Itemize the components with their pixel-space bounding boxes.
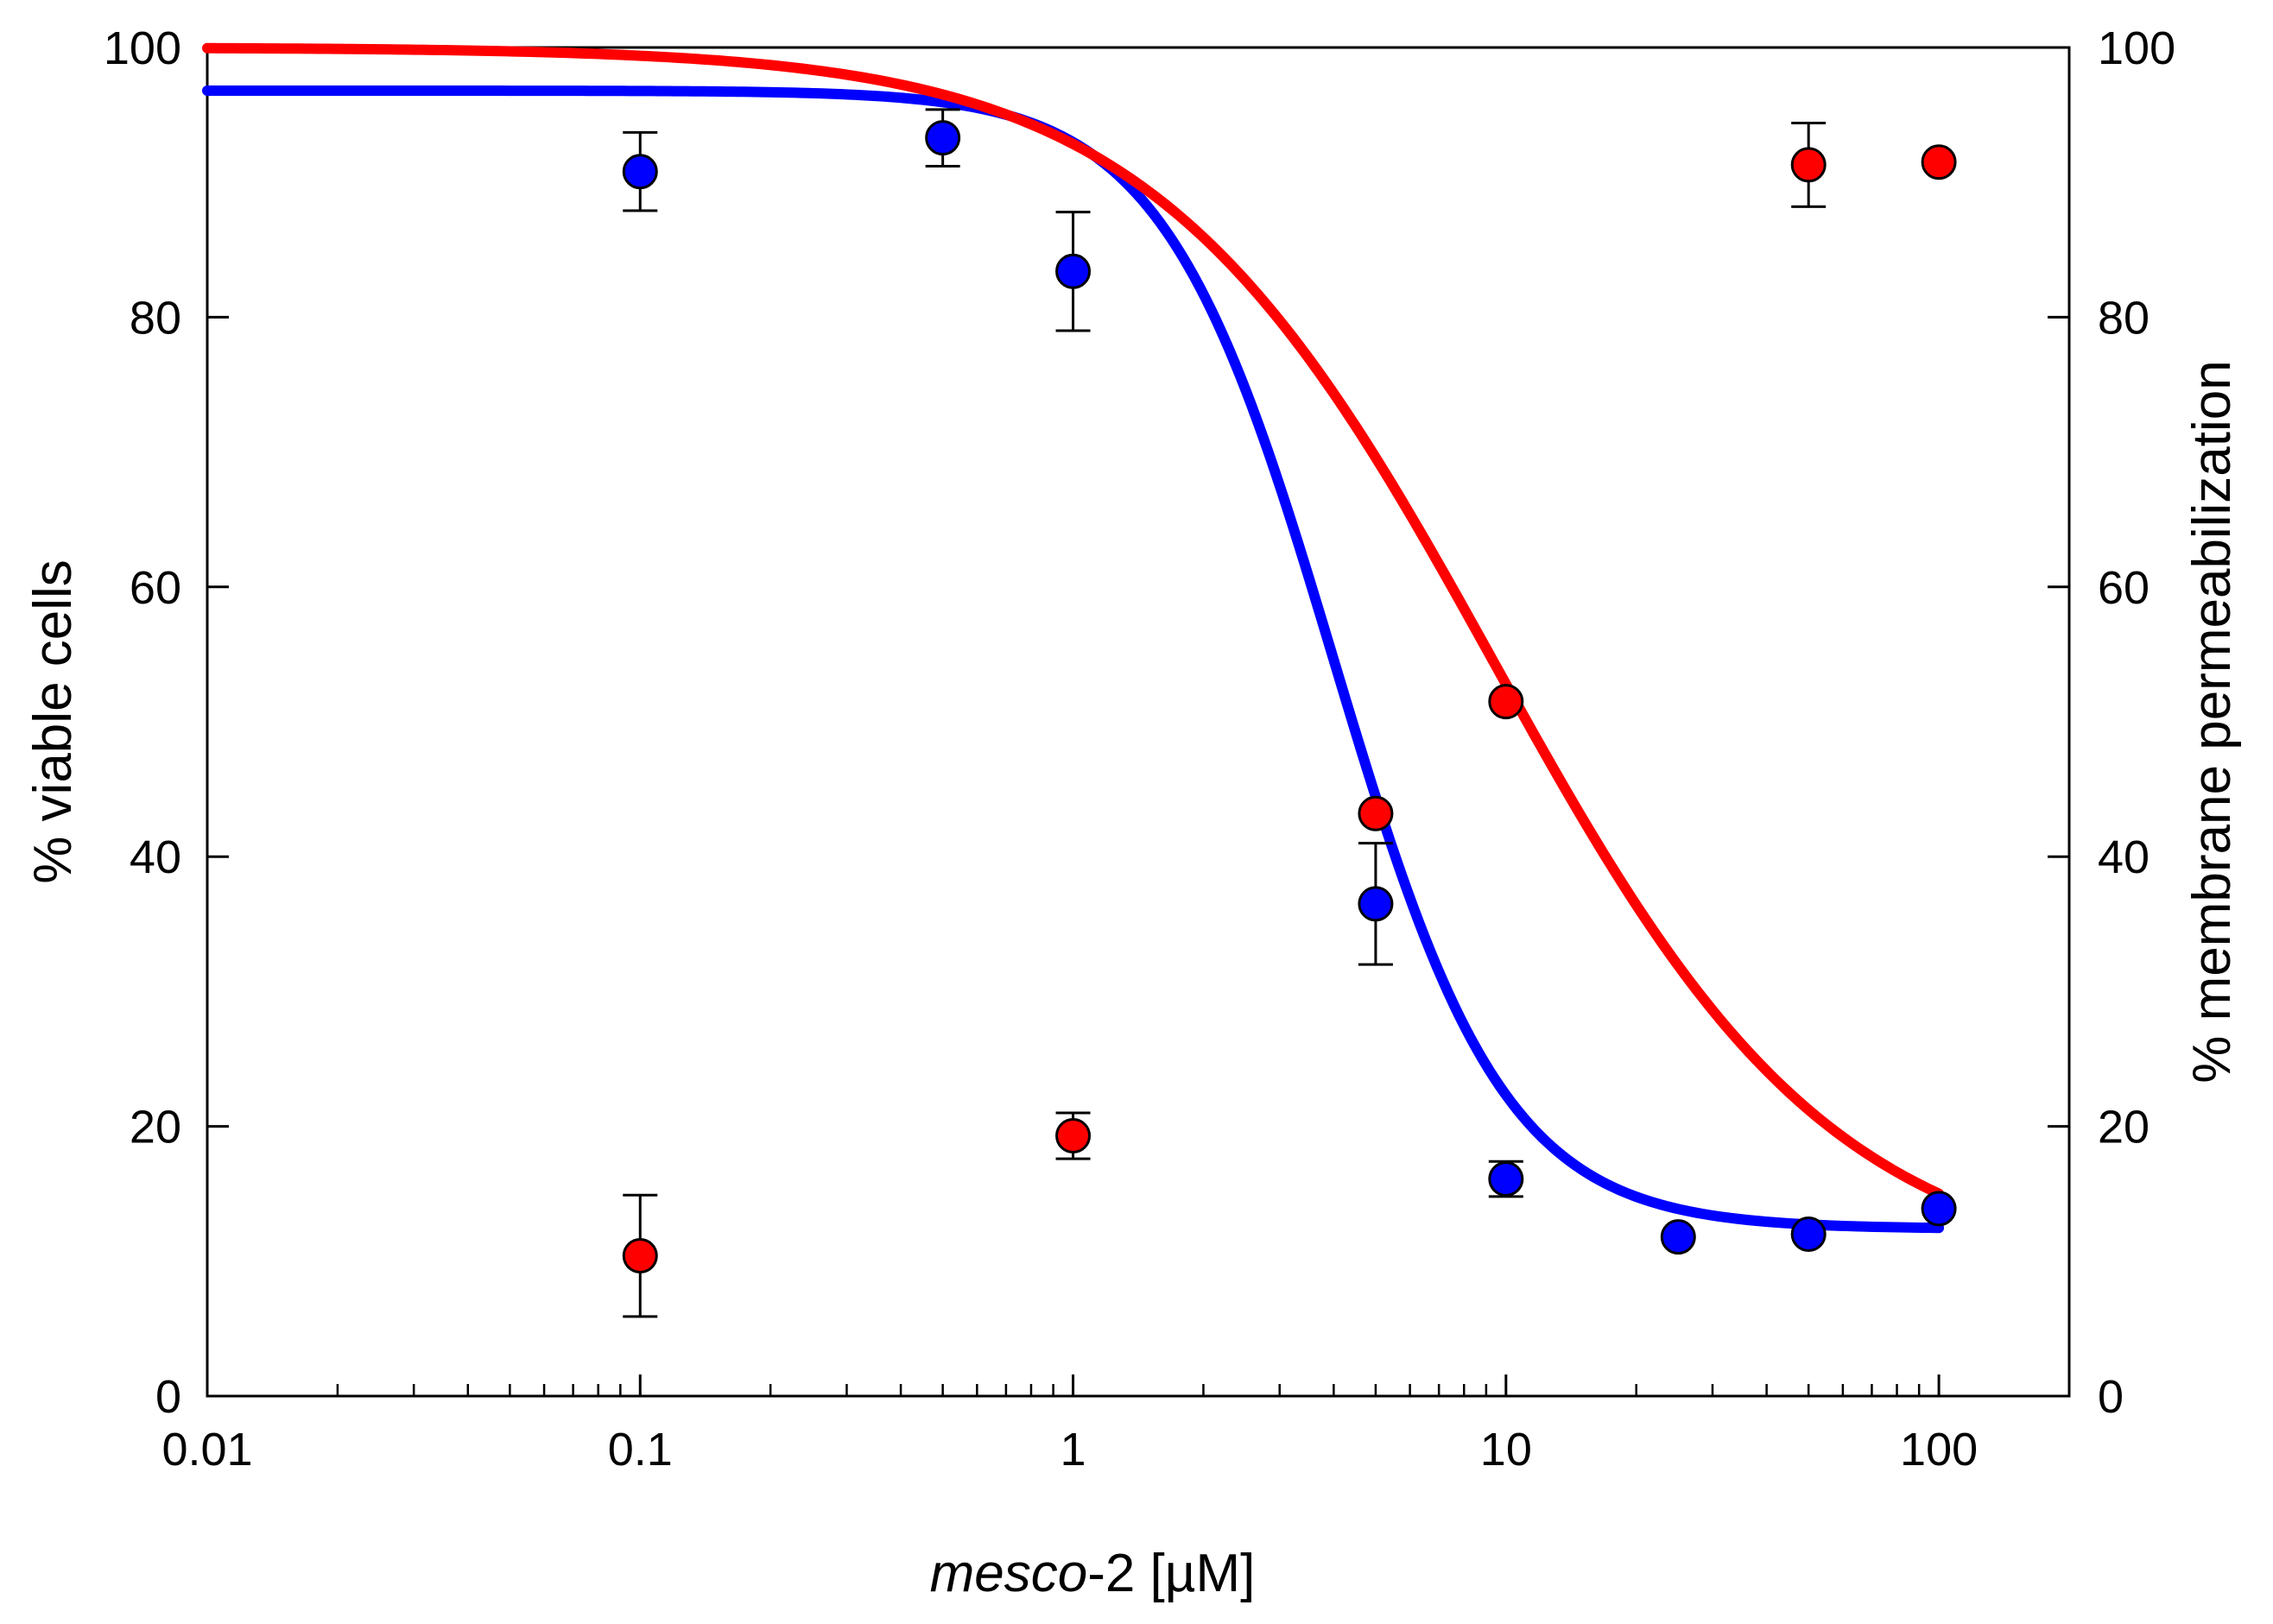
viability-point — [925, 120, 961, 156]
permeabilization-fit-line — [202, 42, 1945, 1199]
y-tick-label: 80 — [130, 292, 181, 344]
viability-point — [1790, 1216, 1827, 1253]
y-tick-label: 0 — [155, 1371, 181, 1423]
x-axis-title: mesco-2 [µM] — [930, 1544, 1256, 1603]
x-tick-label: 0.1 — [608, 1424, 673, 1476]
permeabilization-point — [1358, 795, 1394, 831]
x-tick-label: 100 — [1900, 1424, 1978, 1476]
x-tick-label: 1 — [1061, 1424, 1086, 1476]
viability-point — [1660, 1219, 1696, 1255]
y2-tick-label: 40 — [2098, 831, 2150, 883]
y-axis-title-right: % membrane permeabilization — [2182, 360, 2242, 1083]
x-minor-ticks — [336, 1384, 1921, 1396]
y2-tick-label: 60 — [2098, 562, 2150, 614]
y2-tick-label: 80 — [2098, 292, 2150, 344]
viability-point — [1055, 253, 1092, 289]
y-axis-left: 0 20 40 60 80 100 — [104, 22, 229, 1423]
y2-tick-label: 0 — [2098, 1371, 2124, 1423]
x-tick-label: 0.01 — [161, 1424, 252, 1476]
error-bars — [623, 108, 1827, 1318]
y2-tick-label: 20 — [2098, 1102, 2150, 1153]
permeabilization-point — [1055, 1118, 1092, 1154]
viability-point — [1358, 886, 1394, 922]
permeabilization-point — [1488, 684, 1524, 720]
y-axis-title-left: % viable cells — [23, 559, 83, 884]
x-tick-label: 10 — [1480, 1424, 1532, 1476]
y-tick-label: 20 — [130, 1102, 181, 1153]
y-tick-label: 40 — [130, 831, 181, 883]
x-axis: 0.01 0.1 1 10 100 — [161, 1374, 1978, 1476]
viability-point — [1921, 1191, 1957, 1227]
y2-tick-label: 100 — [2098, 22, 2175, 74]
y-axis-right: 0 20 40 60 80 100 — [2048, 22, 2175, 1423]
x-axis-title-italic: mesco — [930, 1544, 1088, 1603]
permeabilization-point — [1790, 147, 1827, 183]
permeabilization-point — [622, 1238, 658, 1274]
fit-curves — [202, 42, 1945, 1234]
y-tick-label: 60 — [130, 562, 181, 614]
x-axis-title-rest: -2 [µM] — [1087, 1544, 1255, 1603]
permeabilization-point — [1921, 144, 1957, 180]
data-points — [622, 120, 1957, 1274]
viability-point — [1488, 1161, 1524, 1197]
plot-frame — [206, 46, 2071, 1398]
viability-point — [622, 154, 658, 190]
y-tick-label: 100 — [104, 22, 181, 74]
